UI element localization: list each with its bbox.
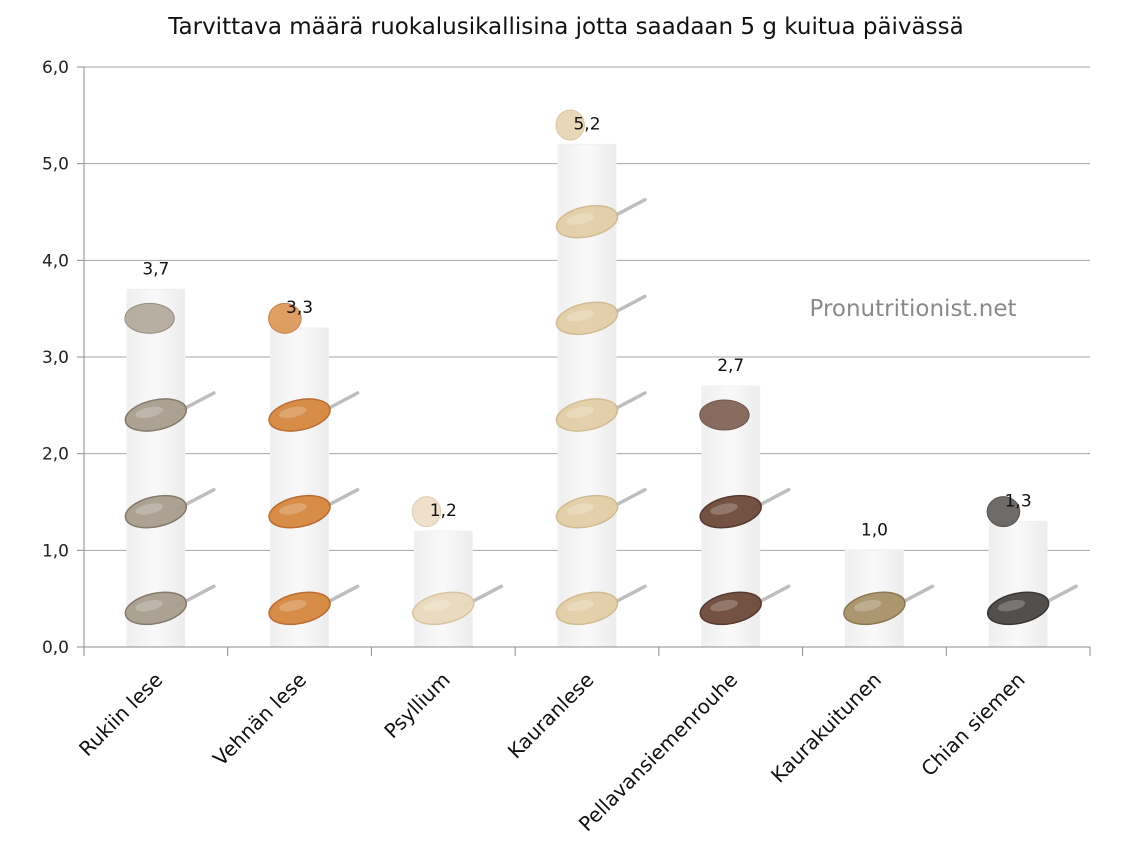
spoon-icon	[124, 584, 216, 626]
y-tick-label: 3,0	[42, 348, 69, 368]
partial-spoon-icon	[124, 302, 175, 334]
data-label: 2,7	[717, 356, 744, 376]
x-tick-label: Pellavansiemenrouhe	[574, 668, 742, 836]
spoon-icon	[124, 487, 216, 529]
bars	[124, 109, 1078, 648]
y-tick-label: 0,0	[42, 638, 69, 658]
spoon-icon	[555, 294, 647, 336]
spoon-icon	[268, 487, 360, 529]
spoon-icon	[843, 584, 935, 626]
x-tick-label: Psyllium	[379, 668, 455, 744]
bar	[413, 530, 473, 648]
x-tick-label: Rukiin lese	[74, 668, 167, 761]
data-label: 5,2	[573, 114, 600, 134]
partial-spoon-icon	[268, 302, 302, 334]
x-tick-label: Vehnän lese	[208, 668, 311, 771]
partial-spoon-icon	[986, 496, 1021, 528]
y-tick-label: 4,0	[42, 251, 69, 271]
spoon-icon	[555, 391, 647, 432]
axes	[83, 67, 1090, 656]
spoon-icon	[699, 584, 791, 626]
spoon-icon	[124, 391, 216, 432]
data-label: 3,3	[286, 298, 313, 318]
partial-spoon-icon	[555, 109, 585, 141]
spoon-icon	[268, 584, 360, 626]
data-label: 1,2	[430, 501, 457, 521]
spoon-icon	[412, 584, 504, 626]
data-label: 3,7	[142, 259, 169, 279]
partial-spoon-icon	[411, 496, 442, 528]
spoon-icon	[986, 584, 1078, 626]
bar	[988, 520, 1048, 648]
spoon-icon	[555, 487, 647, 529]
bar	[126, 288, 186, 648]
spoon-icon	[268, 391, 360, 432]
x-tick-label: Kauranlese	[503, 668, 599, 764]
spoon-icon	[699, 487, 791, 529]
y-axis-ticks: 0,0 1,0 2,0 3,0 4,0 5,0 6,0	[42, 58, 84, 658]
y-tick-label: 1,0	[42, 541, 69, 561]
data-label: 1,3	[1005, 491, 1032, 511]
watermark: Pronutritionist.net	[809, 296, 1016, 322]
y-tick-label: 6,0	[42, 58, 69, 78]
y-tick-label: 5,0	[42, 155, 69, 175]
partial-spoon-icon	[699, 399, 750, 431]
x-tick-label: Chian siemen	[916, 668, 1029, 781]
chart-title: Tarvittava määrä ruokalusikallisina jott…	[167, 14, 963, 40]
data-label: 1,0	[861, 520, 888, 540]
spoon-icon	[555, 584, 647, 626]
x-tick-label: Kaurakuitunen	[766, 668, 886, 788]
y-tick-label: 2,0	[42, 445, 69, 465]
spoon-icon	[555, 197, 647, 239]
